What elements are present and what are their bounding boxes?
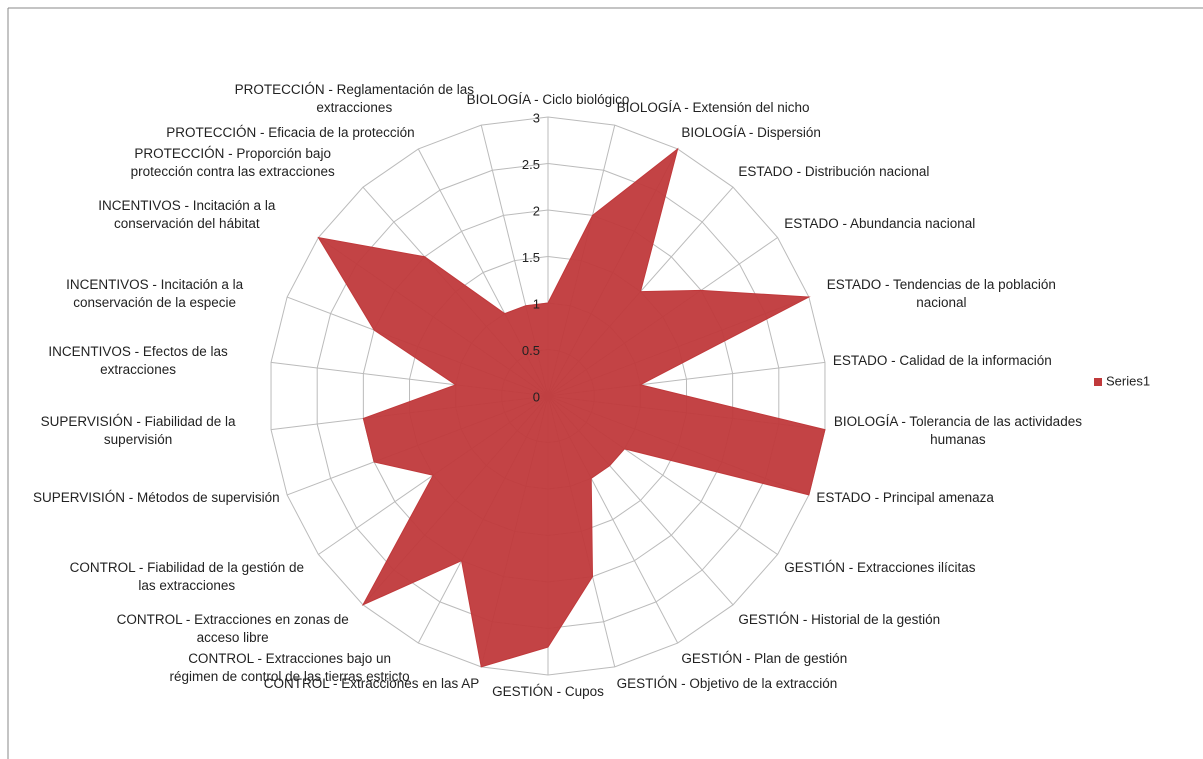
legend-label: Series1: [1106, 373, 1150, 388]
category-label: GESTIÓN - Plan de gestión: [681, 651, 848, 667]
category-label: INCENTIVOS - Incitación a la conservació…: [98, 197, 276, 231]
category-label: BIOLOGÍA - Extensión del nicho: [616, 100, 810, 116]
category-label: PROTECCIÓN - Reglamentación de las extra…: [234, 82, 474, 116]
category-label: PROTECCIÓN - Eficacia de la protección: [166, 124, 415, 140]
category-label: SUPERVISIÓN - Métodos de supervisión: [33, 489, 280, 505]
legend-swatch: [1094, 378, 1102, 386]
category-label: ESTADO - Abundancia nacional: [784, 215, 976, 231]
axis-tick-label: 1.5: [522, 250, 540, 265]
category-label: INCENTIVOS - Efectos de las extracciones: [48, 344, 228, 378]
category-label: GESTIÓN - Objetivo de la extracción: [616, 675, 838, 691]
axis-tick-label: 0: [533, 389, 540, 404]
category-label: CONTROL - Extracciones en las AP: [263, 675, 480, 691]
category-label: BIOLOGÍA - Tolerancia de las actividades…: [833, 413, 1082, 447]
category-label: ESTADO - Tendencias de la población naci…: [826, 277, 1056, 311]
category-label: BIOLOGÍA - Ciclo biológico: [466, 92, 630, 107]
category-label: BIOLOGÍA - Dispersión: [681, 124, 821, 140]
category-label: INCENTIVOS - Incitación a la conservació…: [66, 277, 244, 311]
category-label: ESTADO - Calidad de la información: [832, 353, 1052, 369]
axis-tick-label: 3: [533, 110, 540, 125]
category-label: ESTADO - Distribución nacional: [738, 164, 930, 180]
axis-tick-label: 1: [533, 296, 540, 311]
axis-tick-label: 0.5: [522, 343, 540, 358]
axis-tick-label: 2: [533, 203, 540, 218]
category-label: CONTROL - Extracciones bajo un régimen d…: [169, 651, 410, 685]
category-label: GESTIÓN - Cupos: [492, 684, 604, 699]
category-label: CONTROL - Fiabilidad de la gestión de la…: [69, 560, 304, 594]
category-label: ESTADO - Principal amenaza: [816, 489, 994, 505]
category-label: PROTECCIÓN - Proporción bajo protección …: [130, 146, 335, 180]
radar-area: [317, 147, 826, 668]
category-label: SUPERVISIÓN - Fiabilidad de la supervisi…: [40, 413, 236, 447]
category-label: GESTIÓN - Historial de la gestión: [738, 611, 941, 627]
axis-tick-label: 2.5: [522, 157, 540, 172]
category-label: GESTIÓN - Extracciones ilícitas: [784, 560, 976, 576]
category-label: CONTROL - Extracciones en zonas de acces…: [116, 611, 349, 645]
